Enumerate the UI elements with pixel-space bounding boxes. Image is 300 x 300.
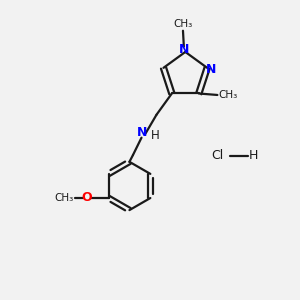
Text: N: N	[179, 44, 189, 56]
Text: N: N	[136, 126, 147, 139]
Text: Cl: Cl	[211, 149, 223, 162]
Text: CH₃: CH₃	[219, 90, 238, 100]
Text: H: H	[248, 149, 258, 162]
Text: O: O	[82, 191, 92, 204]
Text: N: N	[206, 63, 216, 76]
Text: H: H	[150, 129, 159, 142]
Text: CH₃: CH₃	[54, 193, 74, 203]
Text: CH₃: CH₃	[173, 19, 193, 29]
